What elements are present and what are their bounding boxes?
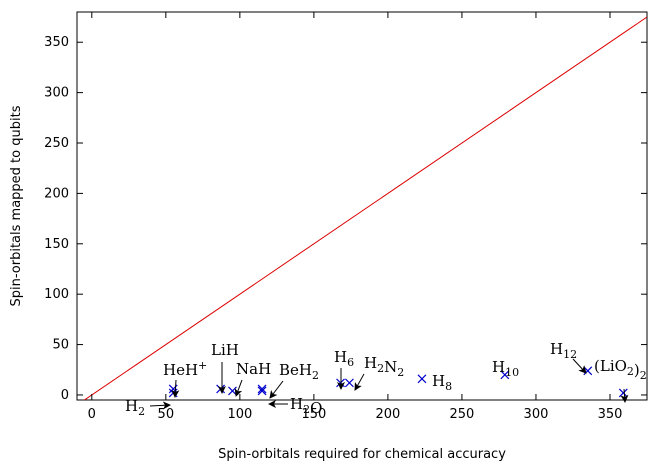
data-point (228, 386, 237, 396)
point-label: NaH (236, 360, 271, 378)
data-point (216, 384, 226, 394)
label-arrow (234, 379, 243, 397)
point-label: H8 (432, 372, 452, 393)
point-label: HeH+ (163, 359, 207, 379)
point-label: H6 (334, 348, 354, 369)
label-arrow (149, 401, 171, 410)
y-tick-label: 150 (44, 237, 69, 252)
reference-line (83, 16, 647, 400)
y-tick-label: 0 (61, 388, 69, 403)
y-tick-label: 250 (44, 136, 69, 151)
point-label: H10 (492, 358, 519, 379)
y-tick-label: 350 (44, 35, 69, 50)
x-tick-label: 150 (301, 407, 326, 422)
point-label: H12 (550, 340, 577, 361)
point-label: LiH (211, 341, 239, 359)
data-point (168, 388, 178, 398)
data-point (344, 378, 354, 388)
label-arrow (354, 373, 365, 391)
x-tick-label: 0 (88, 407, 96, 422)
y-tick-label: 100 (44, 287, 69, 302)
x-tick-label: 200 (375, 407, 400, 422)
label-arrow (572, 358, 587, 374)
point-label: H2N2 (364, 354, 404, 379)
label-arrow (171, 379, 180, 398)
x-tick-label: 350 (598, 407, 623, 422)
y-tick-label: 300 (44, 86, 69, 101)
data-point (583, 366, 593, 376)
data-point (257, 386, 267, 396)
point-label: H2O (290, 395, 322, 417)
x-axis-title: Spin-orbitals required for chemical accu… (218, 447, 506, 462)
point-label: H2 (125, 397, 145, 418)
x-tick-label: 300 (524, 407, 549, 422)
x-tick-label: 100 (227, 407, 252, 422)
data-point (417, 374, 427, 384)
data-point (618, 388, 628, 398)
data-point (500, 370, 510, 380)
reference-line-layer (83, 16, 647, 400)
label-arrow (620, 388, 629, 403)
x-tick-label: 50 (158, 407, 175, 422)
plot-frame (76, 11, 648, 401)
y-tick-label: 200 (44, 186, 69, 201)
point-label: BeH2 (279, 361, 319, 382)
y-tick-label: 50 (52, 338, 69, 353)
label-arrow (269, 380, 284, 399)
axis-ticks: 0 50 100 150 200 250 300 350 0 50 100 150 200 250 300 3… (44, 12, 647, 422)
data-point (257, 384, 267, 394)
point-label: (LiO2)2 (594, 357, 647, 382)
x-tick-label: 250 (450, 407, 475, 422)
y-axis-title: Spin-orbitals mapped to qubits (9, 105, 24, 306)
